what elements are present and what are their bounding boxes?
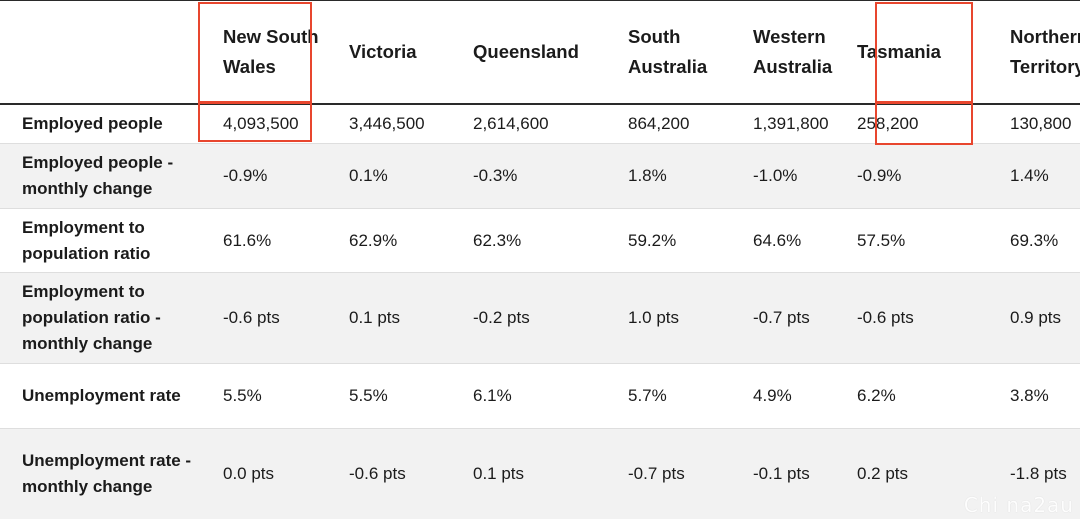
table-cell: 0.2 pts — [857, 464, 909, 483]
table-cell: 0.1% — [349, 166, 388, 185]
table-cell: -0.9% — [857, 166, 902, 185]
table-cell: 0.1 pts — [473, 464, 525, 483]
row-label: Unemployment rate — [22, 386, 181, 405]
header-cell — [0, 1, 198, 104]
table-cell: 6.2% — [857, 386, 896, 405]
table-cell: 3.8% — [1010, 386, 1049, 405]
table-cell: -0.6 pts — [223, 308, 280, 327]
row-label: Employed people — [22, 113, 163, 133]
table-row: Unemployment rate - monthly change 0.0 p… — [0, 428, 1080, 519]
header-cell: New South Wales — [223, 25, 319, 77]
table-cell: 61.6% — [223, 230, 272, 250]
table-cell: 864,200 — [628, 113, 690, 133]
row-label: Employed people - monthly change — [22, 153, 174, 198]
table-cell: 0.1 pts — [349, 308, 401, 327]
table-cell: 258,200 — [857, 113, 919, 133]
row-label: Employment to population ratio - monthly… — [22, 282, 161, 353]
row-label: Employment to population ratio — [22, 217, 151, 263]
table-cell: 57.5% — [857, 230, 906, 250]
table-cell: -0.9% — [223, 166, 268, 185]
table-row: Employed people 4,093,500 3,446,500 2,61… — [0, 104, 1080, 144]
table-cell: 1,391,800 — [753, 113, 829, 133]
table-cell: 5.5% — [223, 386, 262, 405]
header-cell: Tasmania — [857, 40, 941, 62]
table-cell: -0.6 pts — [857, 308, 914, 327]
table-cell: -0.6 pts — [349, 464, 406, 483]
table-row: Unemployment rate 5.5% 5.5% 6.1% 5.7% 4.… — [0, 364, 1080, 429]
table-cell: 64.6% — [753, 230, 802, 250]
table-cell: -0.7 pts — [628, 464, 685, 483]
table-cell: -0.1 pts — [753, 464, 810, 483]
table-cell: 0.9 pts — [1010, 308, 1062, 327]
table-cell: 1.8% — [628, 166, 667, 185]
row-label: Unemployment rate - monthly change — [22, 451, 192, 496]
header-row: New South Wales Victoria Queensland Sout… — [0, 0, 1080, 104]
watermark: Chi na2au — [963, 493, 1074, 517]
table-cell: 4,093,500 — [223, 113, 299, 133]
table-cell: 5.7% — [628, 386, 667, 405]
table-cell: 59.2% — [628, 230, 677, 250]
header-cell: Victoria — [349, 40, 417, 62]
table-cell: -1.0% — [753, 166, 798, 185]
table-cell: 1.4% — [1010, 166, 1049, 185]
table-cell: 5.5% — [349, 386, 388, 405]
table-row: Employed people - monthly change -0.9% 0… — [0, 143, 1080, 209]
header-cell: South Australia — [628, 25, 708, 77]
table-cell: -0.2 pts — [473, 308, 530, 327]
table-cell: 62.3% — [473, 230, 522, 250]
table-cell: 130,800 — [1010, 113, 1072, 133]
header-cell: Queensland — [473, 40, 579, 62]
table-cell: 69.3% — [1010, 230, 1059, 250]
table-cell: -0.7 pts — [753, 308, 810, 327]
table-cell: 1.0 pts — [628, 308, 680, 327]
header-cell: Western Australia — [753, 25, 833, 77]
table-row: Employment to population ratio 61.6% 62.… — [0, 209, 1080, 273]
table-cell: 0.0 pts — [223, 464, 275, 483]
table-cell: -0.3% — [473, 166, 518, 185]
table-cell: 6.1% — [473, 386, 512, 405]
table-cell: 4.9% — [753, 386, 792, 405]
table-cell: 62.9% — [349, 230, 398, 250]
table-cell: 3,446,500 — [349, 113, 425, 133]
table-cell: 2,614,600 — [473, 113, 549, 133]
table-row: Employment to population ratio - monthly… — [0, 272, 1080, 364]
header-cell: Northern Territory — [1010, 25, 1080, 77]
table-cell: -1.8 pts — [1010, 464, 1067, 483]
